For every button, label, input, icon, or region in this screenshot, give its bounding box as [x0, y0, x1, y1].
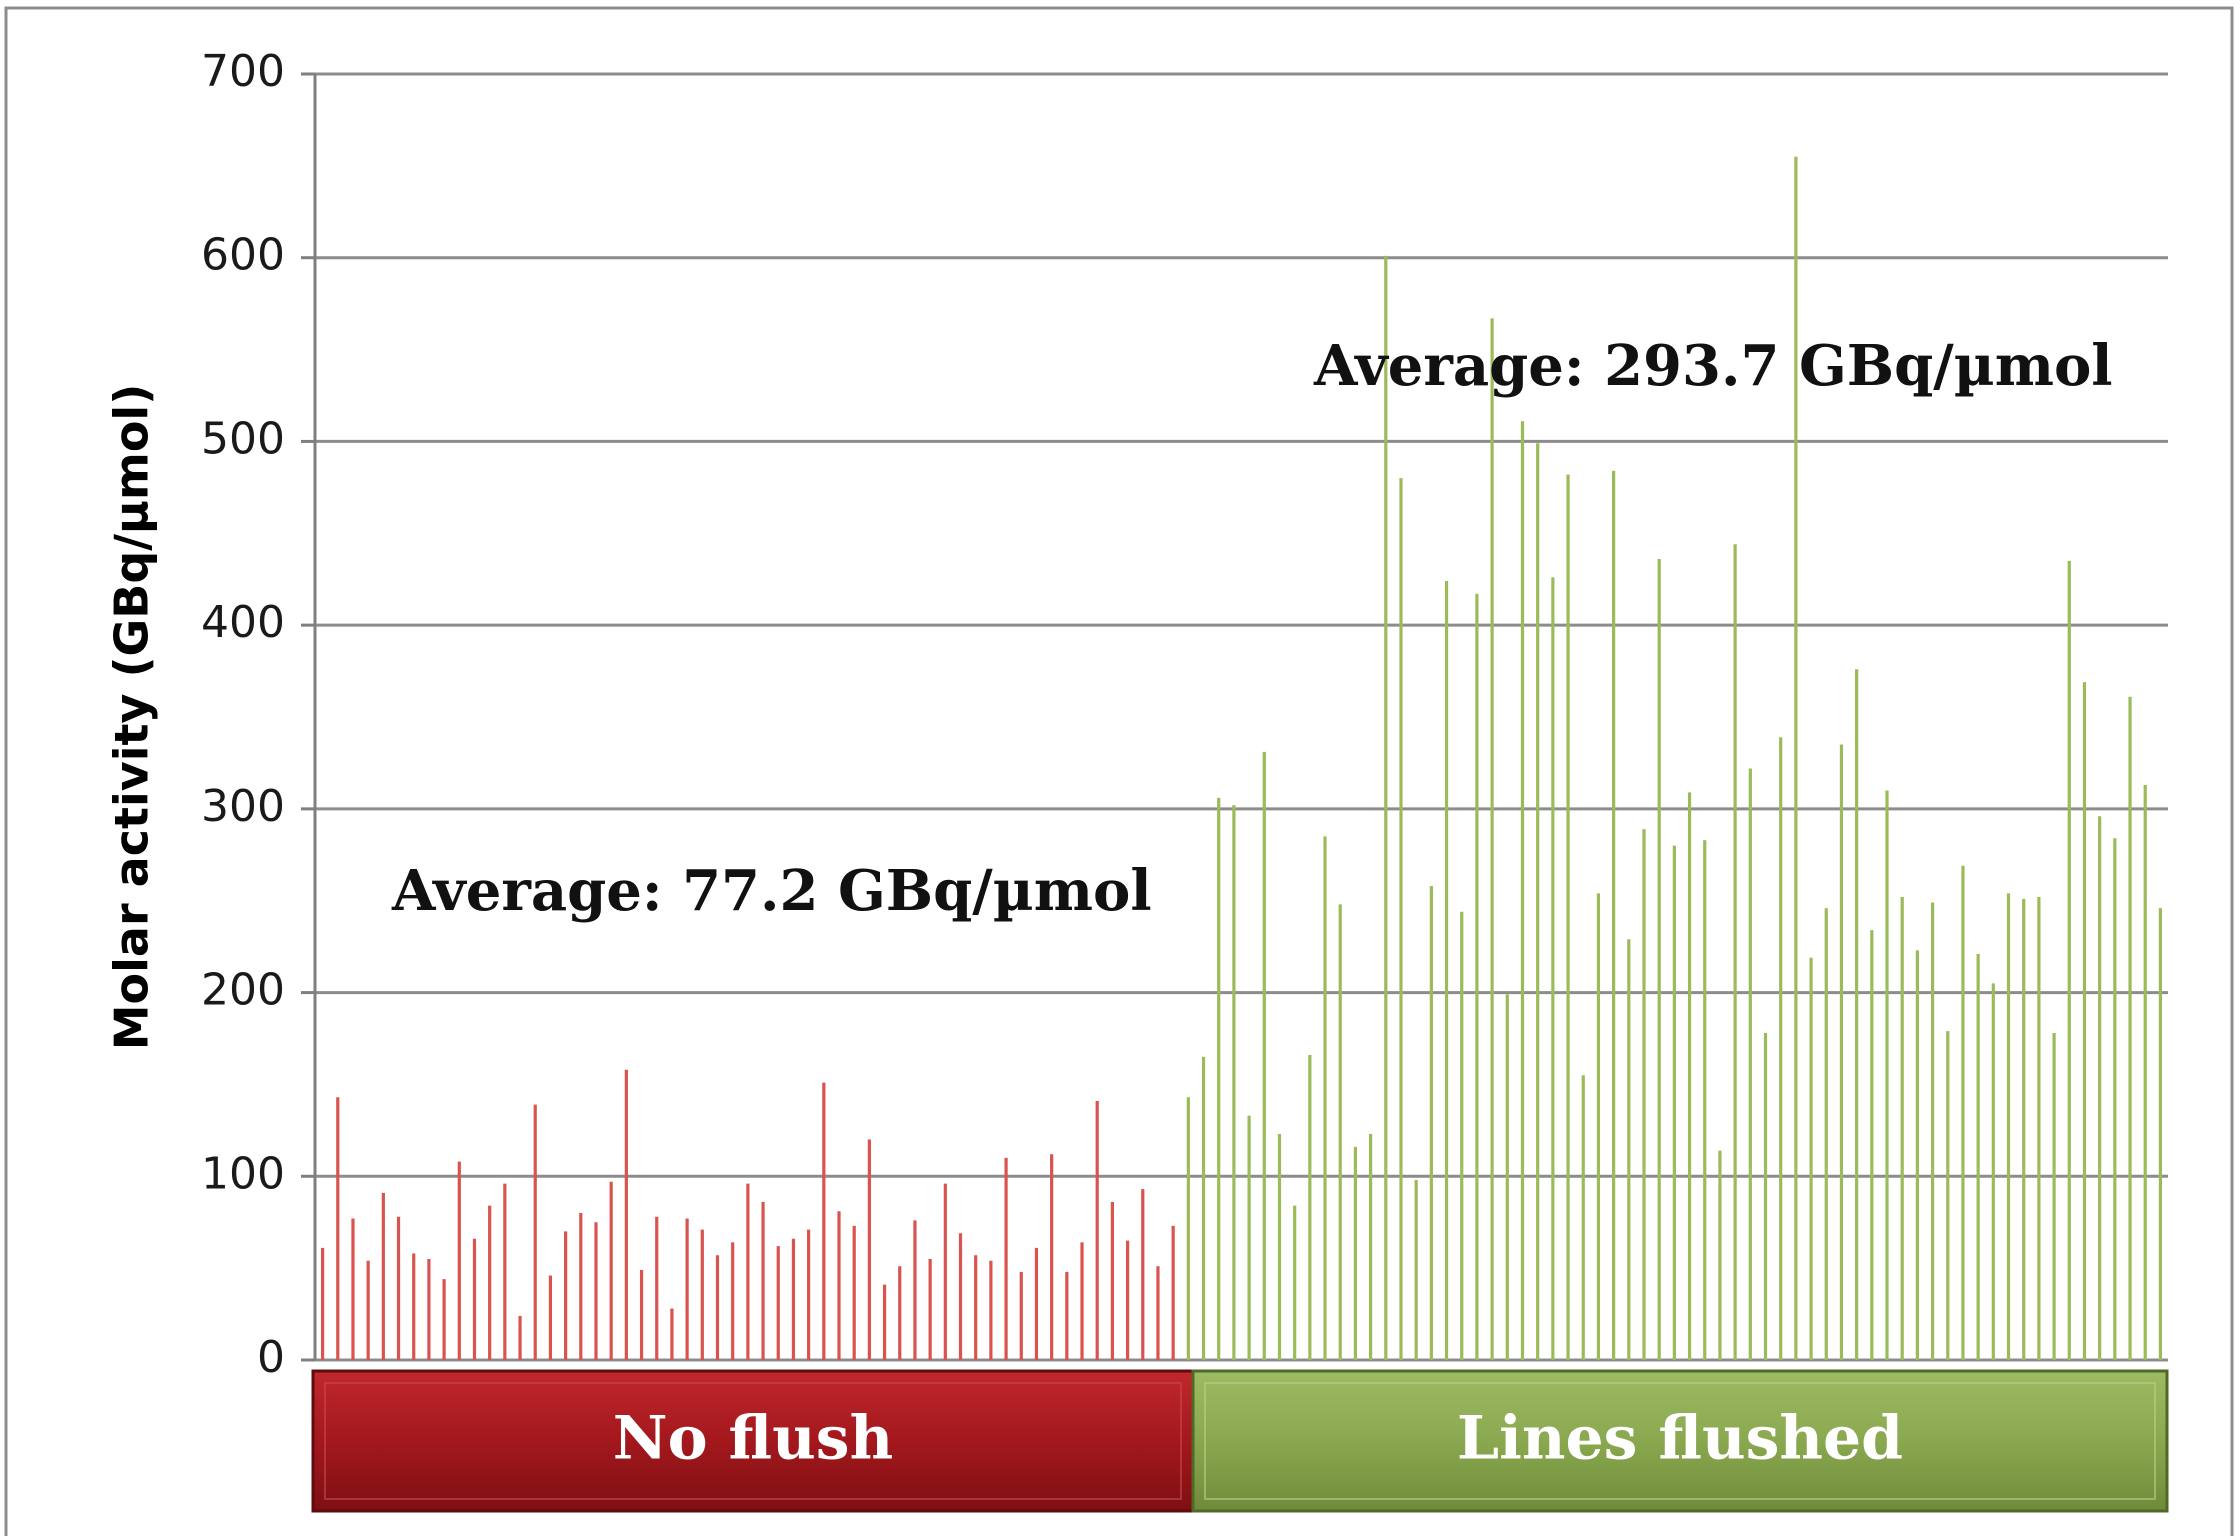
y-tick-label: 400	[201, 597, 285, 648]
y-tick-label: 700	[201, 46, 285, 97]
gridlines	[315, 72, 2168, 1362]
y-tick-label: 0	[257, 1332, 285, 1383]
bars	[320, 156, 2163, 1360]
y-tick-label: 500	[201, 413, 285, 464]
y-tick-label: 300	[201, 781, 285, 832]
y-axis-label: Molar activity (GBq/µmol)	[105, 384, 159, 1050]
annotation-lines-flushed-average: Average: 293.7 GBq/µmol	[1313, 333, 2113, 399]
y-tick-label: 200	[201, 965, 285, 1016]
chart-border	[4, 6, 2234, 1536]
group-label-no-flush: No flush	[613, 1404, 893, 1474]
y-tick-label: 600	[201, 230, 285, 281]
annotation-no-flush-average: Average: 77.2 GBq/µmol	[391, 858, 1152, 924]
group-box-no-flush: No flush	[311, 1369, 1195, 1513]
group-box-lines-flushed: Lines flushed	[1191, 1369, 2169, 1513]
group-label-lines-flushed: Lines flushed	[1457, 1404, 1903, 1474]
y-tick-label: 100	[201, 1148, 285, 1199]
y-axis-ticks: 0 100 200 300 400 500 600 700	[201, 46, 315, 1383]
